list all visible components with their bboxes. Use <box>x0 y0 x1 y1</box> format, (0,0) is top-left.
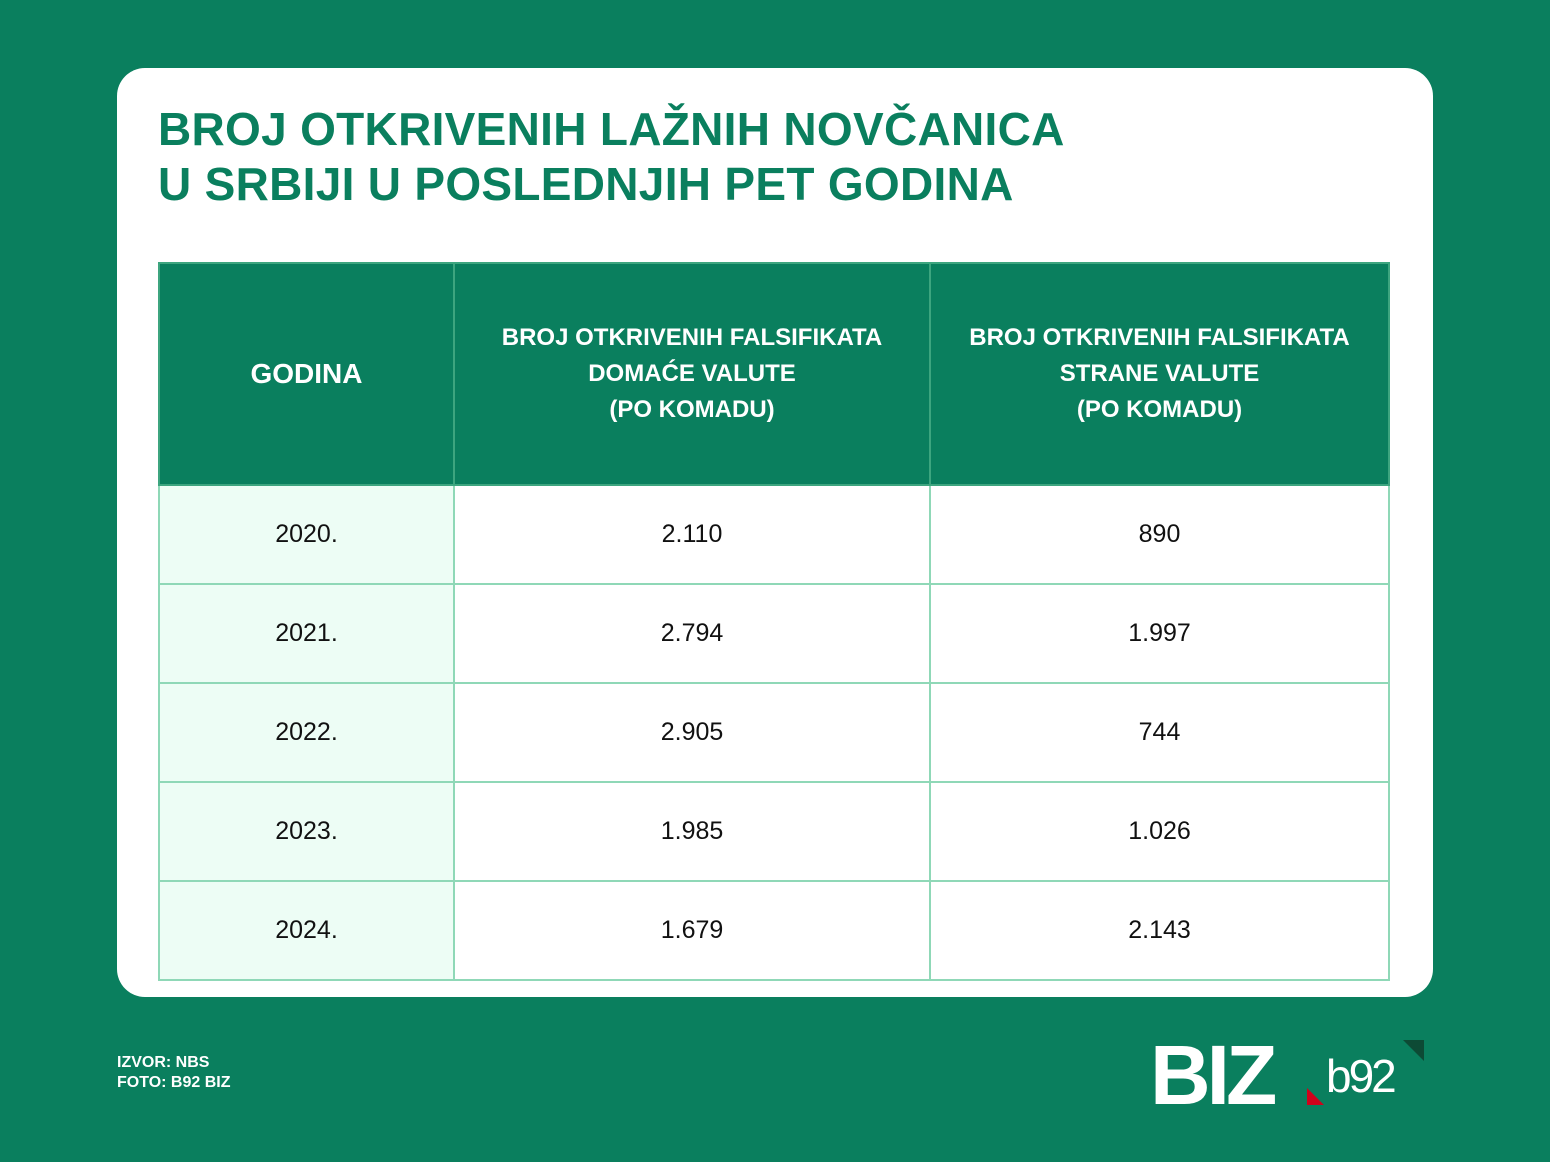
year-cell: 2020. <box>158 484 455 585</box>
foreign-count-cell: 2.143 <box>929 880 1390 981</box>
header-text: BROJ OTKRIVENIH FALSIFIKATA <box>501 324 883 351</box>
header-text: (PO KOMADU) <box>1076 396 1243 423</box>
counterfeit-table: GODINA BROJ OTKRIVENIH FALSIFIKATA DOMAĆ… <box>158 262 1390 981</box>
domestic-count-cell: 1.985 <box>453 781 931 882</box>
table-row: 2021. 2.794 1.997 <box>158 583 1390 684</box>
table-row: 2022. 2.905 744 <box>158 682 1390 783</box>
foreign-count-cell: 744 <box>929 682 1390 783</box>
logo-red-triangle <box>1307 1088 1324 1105</box>
header-foreign: BROJ OTKRIVENIH FALSIFIKATA STRANE VALUT… <box>929 262 1390 486</box>
foreign-count-cell: 1.026 <box>929 781 1390 882</box>
infographic-card: BROJ OTKRIVENIH LAŽNIH NOVČANICA U SRBIJ… <box>117 68 1433 997</box>
domestic-count-cell: 2.794 <box>453 583 931 684</box>
header-year: GODINA <box>158 262 455 486</box>
header-text: BROJ OTKRIVENIH FALSIFIKATA <box>969 324 1350 351</box>
logo-dark-triangle <box>1403 1040 1424 1061</box>
photo-credit: FOTO: B92 BIZ <box>117 1074 231 1091</box>
table-row: 2024. 1.679 2.143 <box>158 880 1390 981</box>
biz-b92-logo: BIZ b92 <box>1150 1038 1424 1110</box>
year-cell: 2024. <box>158 880 455 981</box>
domestic-count-cell: 1.679 <box>453 880 931 981</box>
table-row: 2023. 1.985 1.026 <box>158 781 1390 882</box>
year-cell: 2022. <box>158 682 455 783</box>
header-text: STRANE VALUTE <box>1059 360 1260 387</box>
table-row: 2020. 2.110 890 <box>158 484 1390 585</box>
title-line-2: U SRBIJI U POSLEDNJIH PET GODINA <box>158 158 1014 210</box>
domestic-count-cell: 2.905 <box>453 682 931 783</box>
header-domestic: BROJ OTKRIVENIH FALSIFIKATA DOMAĆE VALUT… <box>453 262 931 486</box>
source-text: IZVOR: NBS <box>117 1054 210 1071</box>
table-header-row: GODINA BROJ OTKRIVENIH FALSIFIKATA DOMAĆ… <box>158 262 1390 486</box>
header-text: GODINA <box>250 358 363 389</box>
footer-credits: IZVOR: NBS FOTO: B92 BIZ <box>117 1053 231 1093</box>
year-cell: 2021. <box>158 583 455 684</box>
page-title: BROJ OTKRIVENIH LAŽNIH NOVČANICA U SRBIJ… <box>158 102 1065 212</box>
year-cell: 2023. <box>158 781 455 882</box>
foreign-count-cell: 890 <box>929 484 1390 585</box>
header-text: DOMAĆE VALUTE <box>588 360 796 387</box>
domestic-count-cell: 2.110 <box>453 484 931 585</box>
header-text: (PO KOMADU) <box>609 396 775 423</box>
title-line-1: BROJ OTKRIVENIH LAŽNIH NOVČANICA <box>158 103 1065 155</box>
logo-biz-text: BIZ <box>1150 1038 1275 1110</box>
foreign-count-cell: 1.997 <box>929 583 1390 684</box>
logo-b92-text: b92 <box>1326 1050 1395 1102</box>
